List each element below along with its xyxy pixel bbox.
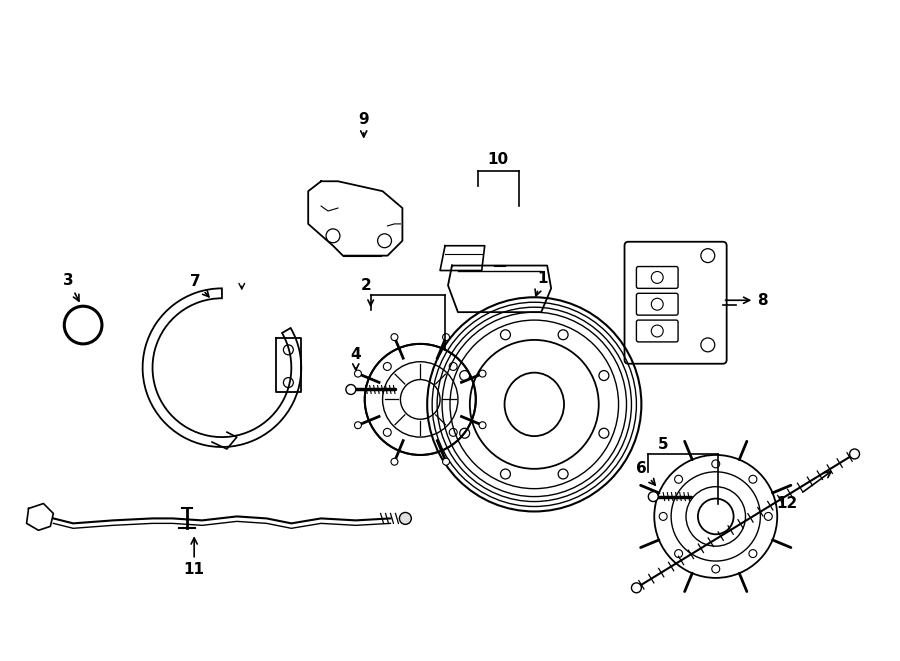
Circle shape <box>632 583 642 593</box>
Circle shape <box>648 492 658 502</box>
Text: 11: 11 <box>184 538 204 578</box>
Circle shape <box>850 449 859 459</box>
Circle shape <box>443 458 449 465</box>
Circle shape <box>400 512 411 524</box>
Circle shape <box>326 229 340 243</box>
Text: 10: 10 <box>487 152 508 167</box>
Circle shape <box>479 422 486 429</box>
Text: 5: 5 <box>658 436 669 451</box>
Text: 9: 9 <box>358 112 369 137</box>
Circle shape <box>391 458 398 465</box>
Circle shape <box>355 370 362 377</box>
Circle shape <box>443 334 449 340</box>
Polygon shape <box>440 246 485 270</box>
Text: 1: 1 <box>536 271 547 296</box>
Circle shape <box>355 422 362 429</box>
Circle shape <box>479 370 486 377</box>
Circle shape <box>701 338 715 352</box>
Text: 3: 3 <box>63 273 79 301</box>
Circle shape <box>378 234 392 248</box>
Polygon shape <box>448 266 551 312</box>
Text: 6: 6 <box>636 461 655 485</box>
Text: 8: 8 <box>725 293 768 308</box>
Text: 7: 7 <box>190 274 209 297</box>
Text: 2: 2 <box>360 278 371 293</box>
Text: 12: 12 <box>777 471 831 511</box>
Text: 4: 4 <box>350 347 361 370</box>
Circle shape <box>701 249 715 262</box>
Circle shape <box>346 385 356 395</box>
Circle shape <box>391 334 398 340</box>
Polygon shape <box>27 504 53 530</box>
Polygon shape <box>308 181 402 256</box>
